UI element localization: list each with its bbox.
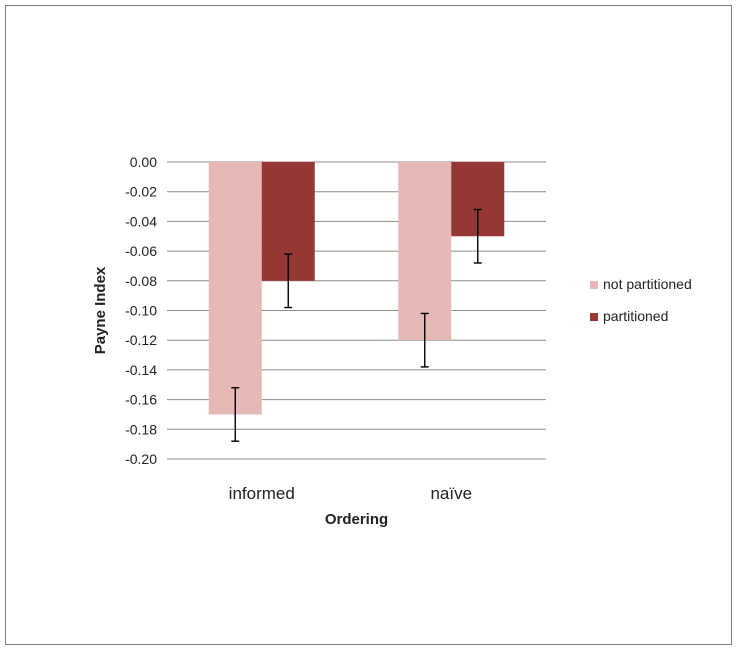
chart-frame: 0.00 -0.02 -0.04 -0.06 -0.08 -0.10 -0.12 -0.14 -…	[5, 5, 732, 645]
legend: not partitioned partitioned	[590, 276, 692, 324]
y-tick-label: -0.02	[125, 184, 157, 200]
y-tick-label: -0.10	[125, 303, 157, 319]
y-tick-label: -0.12	[125, 332, 157, 348]
y-tick-label: -0.06	[125, 243, 157, 259]
x-category-label: informed	[229, 484, 295, 503]
y-tick-label: -0.08	[125, 273, 157, 289]
legend-swatch	[590, 281, 598, 289]
y-tick-labels: 0.00 -0.02 -0.04 -0.06 -0.08 -0.10 -0.12 -0.14 -…	[125, 154, 157, 467]
legend-label: partitioned	[603, 308, 668, 324]
x-axis-title: Ordering	[325, 511, 388, 528]
bar-chart: 0.00 -0.02 -0.04 -0.06 -0.08 -0.10 -0.12 -0.14 -…	[6, 6, 738, 654]
y-tick-label: -0.16	[125, 392, 157, 408]
y-tick-label: -0.14	[125, 362, 157, 378]
y-tick-label: -0.18	[125, 421, 157, 437]
y-tick-label: -0.04	[125, 213, 157, 229]
x-category-labels: informed naïve	[229, 484, 472, 503]
bar	[209, 162, 262, 414]
x-category-label: naïve	[430, 484, 472, 503]
bars	[209, 162, 505, 414]
legend-label: not partitioned	[603, 276, 692, 292]
y-tick-label: 0.00	[130, 154, 157, 170]
y-axis-title: Payne Index	[92, 266, 109, 354]
legend-swatch	[590, 313, 598, 321]
y-tick-label: -0.20	[125, 451, 157, 467]
